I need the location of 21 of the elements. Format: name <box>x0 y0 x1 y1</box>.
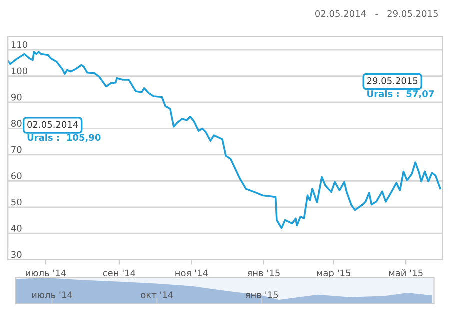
annotation: 29.05.2015 Urals : 57,07 <box>367 78 434 98</box>
y-tick-label: 100 <box>12 68 28 75</box>
x-tick-label: ноя '14 <box>176 270 208 277</box>
y-tick-label: 30 <box>12 251 22 258</box>
x-tick-label: май '15 <box>389 270 423 277</box>
annotation: 02.05.2014 Urals : 105,90 <box>28 121 101 142</box>
x-tick-label: янв '15 <box>246 292 278 298</box>
x-tick-label: окт '14 <box>141 292 174 298</box>
y-tick-label: 90 <box>11 94 22 101</box>
y-tick-label: 80 <box>11 120 22 127</box>
y-tick-label: 110 <box>12 41 28 48</box>
y-tick-label: 60 <box>12 172 22 180</box>
x-tick-label: янв '15 <box>248 270 280 277</box>
x-tick-label: июль '14 <box>26 270 66 277</box>
text: 02.05.2014 - 29.05.2015 <box>315 10 438 18</box>
x-tick-label: мар '15 <box>317 270 350 278</box>
x-tick-label: сен '14 <box>103 270 136 277</box>
y-tick-label: 50 <box>12 198 22 206</box>
x-tick-label: июль '14 <box>32 292 72 298</box>
y-tick-label: 40 <box>11 225 22 232</box>
y-tick-label: 70 <box>12 146 22 154</box>
